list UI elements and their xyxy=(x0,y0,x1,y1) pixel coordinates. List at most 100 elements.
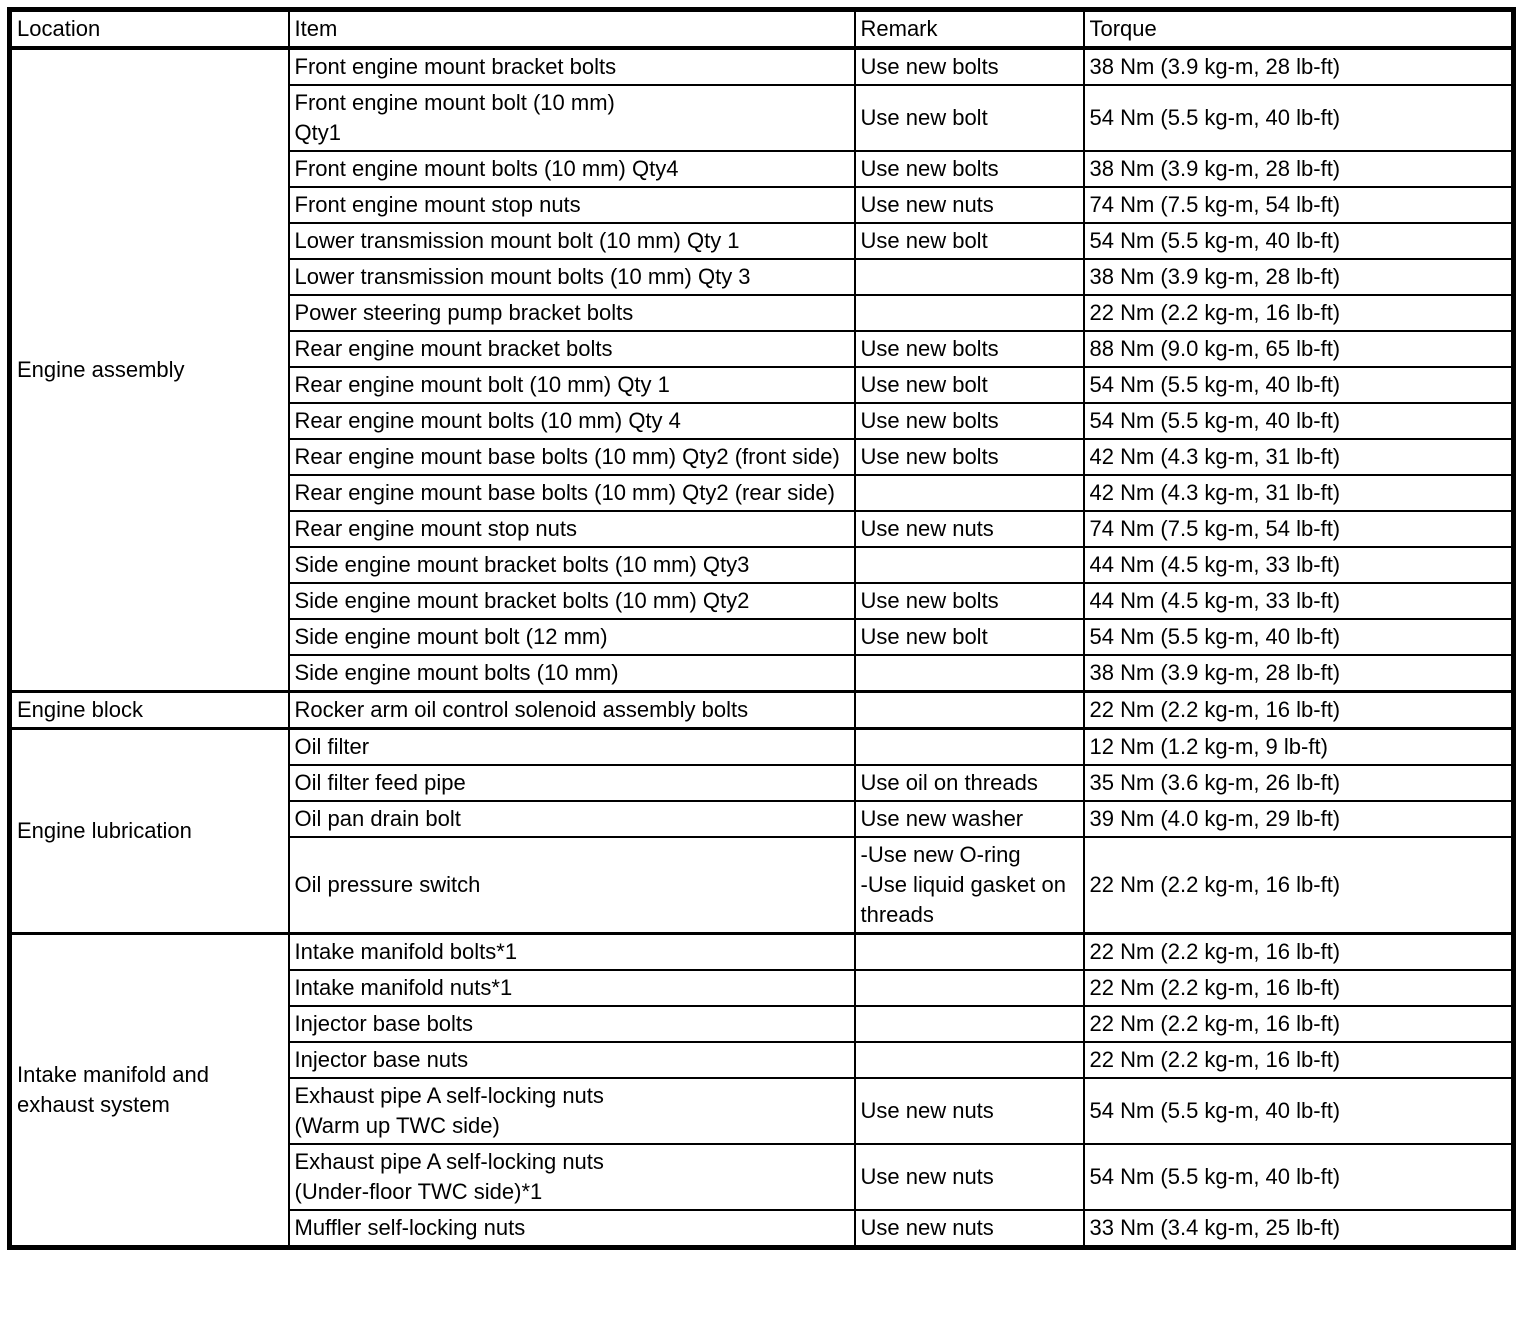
item-cell: Side engine mount bracket bolts (10 mm) … xyxy=(287,582,856,620)
torque-cell: 22 Nm (2.2 kg-m, 16 lb-ft) xyxy=(1082,690,1515,730)
remark-cell: -Use new O-ring -Use liquid gasket on th… xyxy=(853,836,1085,935)
table-row: Engine assembly Front engine mount bracke… xyxy=(8,46,1515,693)
remark-cell xyxy=(853,258,1085,296)
remark-cell: Use new bolt xyxy=(853,618,1085,656)
remark-cell: Use new bolt xyxy=(853,222,1085,260)
remark-cell: Use new nuts xyxy=(853,510,1085,548)
table-row: Side engine mount bracket bolts (10 mm) … xyxy=(10,582,1515,620)
table-row: Rear engine mount base bolts (10 mm) Qty… xyxy=(10,438,1515,476)
remark-cell: Use new bolts xyxy=(853,150,1085,188)
item-cell: Front engine mount bolts (10 mm) Qty4 xyxy=(287,150,856,188)
header-cell-remark: Remark xyxy=(853,8,1085,50)
item-cell: Lower transmission mount bolts (10 mm) Q… xyxy=(287,258,856,296)
torque-cell: 22 Nm (2.2 kg-m, 16 lb-ft) xyxy=(1082,1041,1515,1079)
torque-cell: 54 Nm (5.5 kg-m, 40 lb-ft) xyxy=(1082,84,1515,152)
table-row: Engine block Rocker arm oil control solen… xyxy=(8,690,1515,730)
location-cell: Engine assembly xyxy=(8,46,290,693)
table-row: Oil pan drain bolt Use new washer 39 Nm (4… xyxy=(10,800,1515,838)
item-cell: Side engine mount bolt (12 mm) xyxy=(287,618,856,656)
location-cell: Engine lubrication xyxy=(8,727,290,935)
table-row: Rear engine mount bracket bolts Use new b… xyxy=(10,330,1515,368)
table-body: Engine assembly Front engine mount bracke… xyxy=(8,46,1515,1249)
table-row: Front engine mount bolt (10 mm) Qty1 Use … xyxy=(10,84,1515,152)
remark-cell: Use new bolts xyxy=(853,438,1085,476)
table-row: Rear engine mount base bolts (10 mm) Qty… xyxy=(10,474,1515,512)
torque-cell: 42 Nm (4.3 kg-m, 31 lb-ft) xyxy=(1082,438,1515,476)
item-cell: Rear engine mount stop nuts xyxy=(287,510,856,548)
table-row: Intake manifold nuts*1 22 Nm (2.2 kg-m, 1… xyxy=(10,969,1515,1007)
torque-cell: 33 Nm (3.4 kg-m, 25 lb-ft) xyxy=(1082,1209,1515,1249)
item-cell: Front engine mount bracket bolts xyxy=(287,46,856,86)
torque-cell: 38 Nm (3.9 kg-m, 28 lb-ft) xyxy=(1082,654,1515,693)
table-row: Oil filter feed pipe Use oil on threads 35… xyxy=(10,764,1515,802)
header-cell-torque: Torque xyxy=(1082,8,1515,50)
torque-cell: 54 Nm (5.5 kg-m, 40 lb-ft) xyxy=(1082,366,1515,404)
torque-cell: 38 Nm (3.9 kg-m, 28 lb-ft) xyxy=(1082,150,1515,188)
remark-cell: Use new nuts xyxy=(853,186,1085,224)
item-cell: Injector base nuts xyxy=(287,1041,856,1079)
table-row: Side engine mount bracket bolts (10 mm) … xyxy=(10,546,1515,584)
item-cell: Power steering pump bracket bolts xyxy=(287,294,856,332)
torque-cell: 22 Nm (2.2 kg-m, 16 lb-ft) xyxy=(1082,932,1515,971)
item-cell: Oil pan drain bolt xyxy=(287,800,856,838)
item-cell: Front engine mount stop nuts xyxy=(287,186,856,224)
torque-cell: 88 Nm (9.0 kg-m, 65 lb-ft) xyxy=(1082,330,1515,368)
location-cell: Engine block xyxy=(8,690,290,730)
remark-cell xyxy=(853,690,1085,730)
torque-cell: 38 Nm (3.9 kg-m, 28 lb-ft) xyxy=(1082,258,1515,296)
torque-cell: 54 Nm (5.5 kg-m, 40 lb-ft) xyxy=(1082,1143,1515,1211)
table-row: Side engine mount bolts (10 mm) 38 Nm (3.… xyxy=(10,654,1515,693)
item-cell: Side engine mount bolts (10 mm) xyxy=(287,654,856,693)
remark-cell xyxy=(853,969,1085,1007)
remark-cell: Use new nuts xyxy=(853,1209,1085,1249)
torque-cell: 35 Nm (3.6 kg-m, 26 lb-ft) xyxy=(1082,764,1515,802)
remark-cell: Use new washer xyxy=(853,800,1085,838)
torque-cell: 44 Nm (4.5 kg-m, 33 lb-ft) xyxy=(1082,582,1515,620)
item-cell: Injector base bolts xyxy=(287,1005,856,1043)
item-cell: Oil filter feed pipe xyxy=(287,764,856,802)
table-row: Muffler self-locking nuts Use new nuts 33 … xyxy=(10,1209,1515,1249)
table-row: Side engine mount bolt (12 mm) Use new bo… xyxy=(10,618,1515,656)
table-row: Lower transmission mount bolts (10 mm) Q… xyxy=(10,258,1515,296)
header-cell-location: Location xyxy=(8,8,290,50)
header-cell-item: Item xyxy=(287,8,856,50)
item-cell: Exhaust pipe A self-locking nuts (Under-… xyxy=(287,1143,856,1211)
header-row: Location Item Remark Torque xyxy=(8,8,1515,50)
item-cell: Oil filter xyxy=(287,727,856,766)
torque-cell: 54 Nm (5.5 kg-m, 40 lb-ft) xyxy=(1082,222,1515,260)
remark-cell xyxy=(853,294,1085,332)
torque-cell: 44 Nm (4.5 kg-m, 33 lb-ft) xyxy=(1082,546,1515,584)
item-cell: Lower transmission mount bolt (10 mm) Qt… xyxy=(287,222,856,260)
item-cell: Exhaust pipe A self-locking nuts (Warm u… xyxy=(287,1077,856,1145)
torque-cell: 12 Nm (1.2 kg-m, 9 lb-ft) xyxy=(1082,727,1515,766)
torque-cell: 74 Nm (7.5 kg-m, 54 lb-ft) xyxy=(1082,186,1515,224)
remark-cell: Use new bolts xyxy=(853,402,1085,440)
item-cell: Intake manifold nuts*1 xyxy=(287,969,856,1007)
item-cell: Rear engine mount base bolts (10 mm) Qty… xyxy=(287,474,856,512)
torque-cell: 42 Nm (4.3 kg-m, 31 lb-ft) xyxy=(1082,474,1515,512)
torque-cell: 54 Nm (5.5 kg-m, 40 lb-ft) xyxy=(1082,1077,1515,1145)
location-cell: Intake manifold and exhaust system xyxy=(8,932,290,1249)
table-row: Oil pressure switch -Use new O-ring -Use … xyxy=(10,836,1515,935)
table-row: Rear engine mount bolt (10 mm) Qty 1 Use … xyxy=(10,366,1515,404)
torque-cell: 22 Nm (2.2 kg-m, 16 lb-ft) xyxy=(1082,836,1515,935)
remark-cell xyxy=(853,727,1085,766)
torque-cell: 22 Nm (2.2 kg-m, 16 lb-ft) xyxy=(1082,969,1515,1007)
table-row: Engine lubrication Oil filter 12 Nm (1.2 k… xyxy=(8,727,1515,935)
remark-cell: Use new bolt xyxy=(853,366,1085,404)
torque-cell: 39 Nm (4.0 kg-m, 29 lb-ft) xyxy=(1082,800,1515,838)
torque-cell: 54 Nm (5.5 kg-m, 40 lb-ft) xyxy=(1082,402,1515,440)
remark-cell: Use new bolt xyxy=(853,84,1085,152)
torque-cell: 54 Nm (5.5 kg-m, 40 lb-ft) xyxy=(1082,618,1515,656)
table-row: Rear engine mount bolts (10 mm) Qty 4 Use… xyxy=(10,402,1515,440)
remark-cell xyxy=(853,932,1085,971)
remark-cell: Use oil on threads xyxy=(853,764,1085,802)
item-cell: Rear engine mount bolts (10 mm) Qty 4 xyxy=(287,402,856,440)
table-row: Injector base nuts 22 Nm (2.2 kg-m, 16 lb… xyxy=(10,1041,1515,1079)
item-cell: Intake manifold bolts*1 xyxy=(287,932,856,971)
torque-cell: 38 Nm (3.9 kg-m, 28 lb-ft) xyxy=(1082,46,1515,86)
item-cell: Muffler self-locking nuts xyxy=(287,1209,856,1249)
table-row: Exhaust pipe A self-locking nuts (Warm u… xyxy=(10,1077,1515,1145)
item-cell: Oil pressure switch xyxy=(287,836,856,935)
table-row: Power steering pump bracket bolts 22 Nm (… xyxy=(10,294,1515,332)
